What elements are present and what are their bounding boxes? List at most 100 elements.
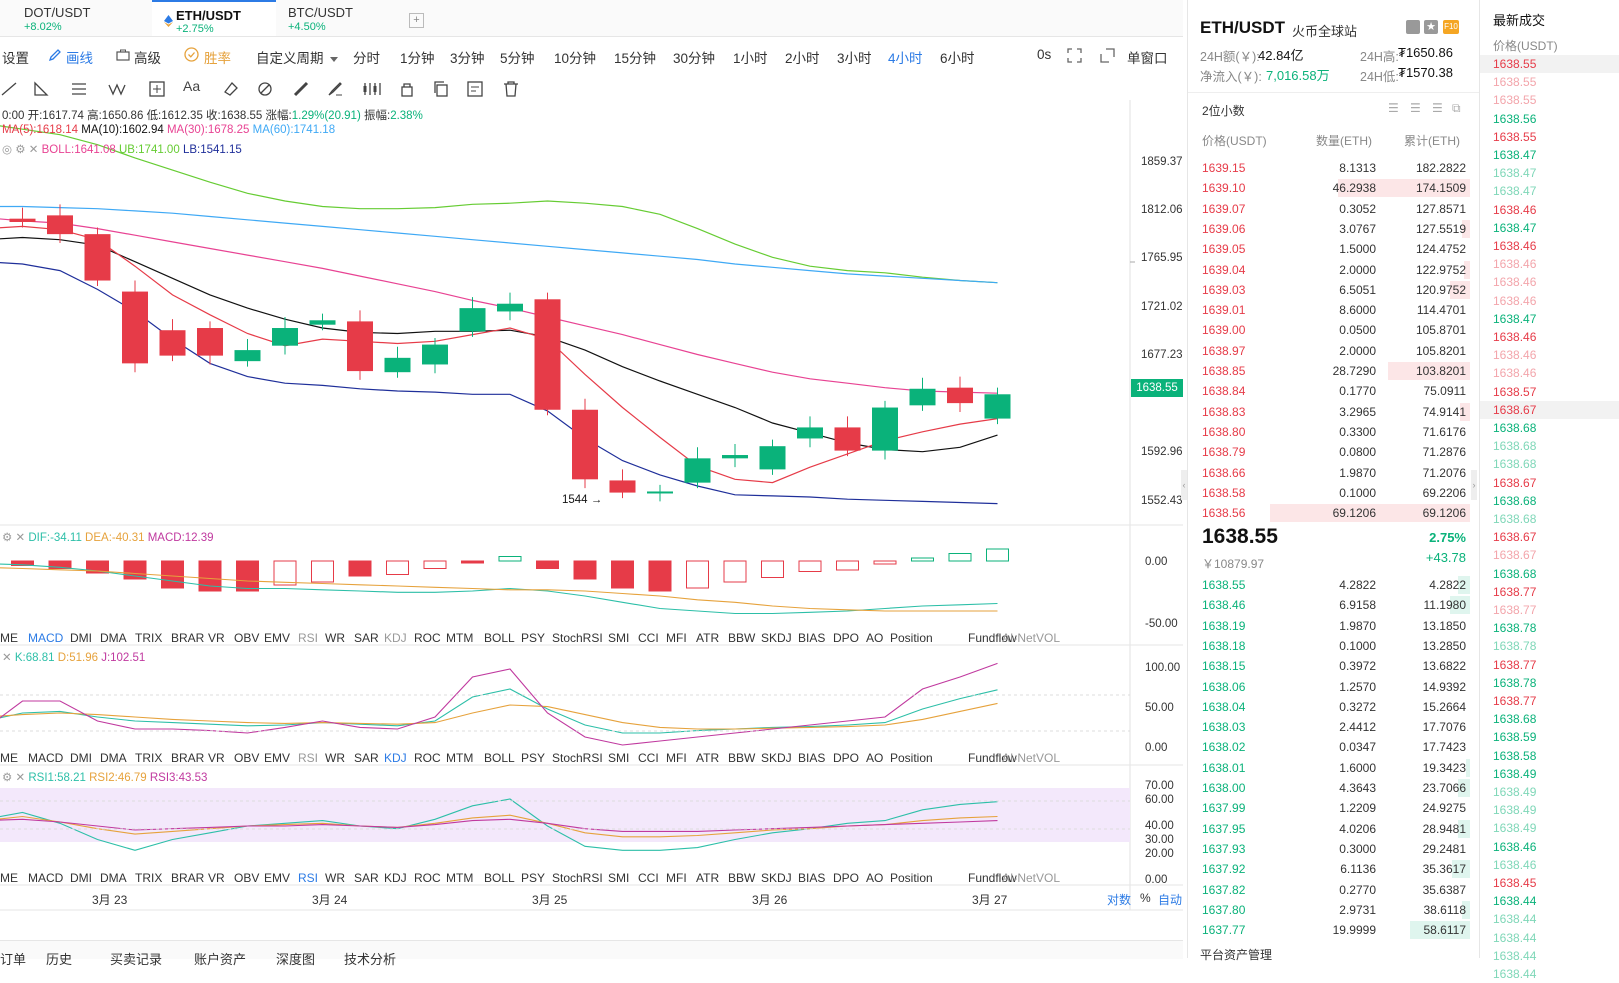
measure-box-icon[interactable] (148, 80, 166, 98)
indicator-tab[interactable]: ME (0, 631, 18, 645)
magnet-icon[interactable] (256, 80, 274, 98)
popout-icon[interactable]: ⧉ (1452, 101, 1461, 115)
indicator-tab[interactable]: EMV (264, 751, 291, 765)
indicator-tab[interactable]: ATR (696, 751, 720, 765)
ruler-icon[interactable] (292, 80, 310, 98)
indicator-tab[interactable]: SKDJ (761, 871, 792, 885)
indicator-tab[interactable]: SKDJ (761, 631, 792, 645)
indicator-tab[interactable]: SAR (354, 751, 379, 765)
ask-row[interactable]: 1638.97 2.0000 105.8201 (1188, 341, 1480, 361)
period-1h[interactable]: 1小时 (733, 51, 768, 66)
close-icon[interactable]: ✕ (2, 652, 12, 664)
indicator-tab[interactable]: DPO (833, 751, 860, 765)
trash-icon[interactable] (502, 80, 520, 98)
indicator-tab[interactable]: VR (208, 751, 225, 765)
indicator-tab[interactable]: MTM (446, 751, 474, 765)
bid-row[interactable]: 1638.00 4.3643 23.7066 (1188, 778, 1480, 798)
bottom-tab-trades[interactable]: 买卖记录 (110, 952, 163, 967)
indicator-tab[interactable]: Fundflow (968, 631, 1017, 645)
ask-row[interactable]: 1639.01 8.6000 114.4701 (1188, 300, 1480, 320)
indicator-tab[interactable]: MACD (28, 631, 64, 645)
advanced-button[interactable]: 高级 (134, 51, 161, 66)
star-icon[interactable]: ★ (1424, 20, 1438, 34)
both-sides-icon[interactable]: ☰ (1388, 101, 1399, 115)
indicator-tab[interactable]: Position (890, 631, 933, 645)
custom-period-dropdown[interactable]: 自定义周期 (256, 51, 324, 66)
indicator-tab[interactable]: MFI (666, 631, 687, 645)
single-window-button[interactable]: 单窗口 (1127, 51, 1168, 66)
bid-row[interactable]: 1638.06 1.2570 14.9392 (1188, 677, 1480, 697)
settings-button[interactable]: 设置 (2, 51, 29, 66)
indicator-tab[interactable]: MACD (28, 871, 64, 885)
indicator-tab[interactable]: Position (890, 751, 933, 765)
indicator-tab[interactable]: BOLL (484, 631, 515, 645)
indicator-tab[interactable]: WR (325, 871, 345, 885)
indicator-tab[interactable]: DMI (70, 751, 92, 765)
bid-row[interactable]: 1637.99 1.2209 24.9275 (1188, 798, 1480, 818)
indicator-tab[interactable]: MFI (666, 871, 687, 885)
eraser-icon[interactable] (222, 80, 240, 98)
indicator-tab[interactable]: BIAS (798, 871, 826, 885)
indicator-tab[interactable]: PSY (521, 871, 546, 885)
bid-row[interactable]: 1637.77 19.9999 58.6117 (1188, 920, 1480, 940)
bottom-tab-depth[interactable]: 深度图 (276, 952, 316, 967)
indicator-tab[interactable]: RSI (298, 871, 319, 885)
period-2h[interactable]: 2小时 (785, 51, 820, 66)
bid-row[interactable]: 1637.92 6.1136 35.3617 (1188, 859, 1480, 879)
ask-row[interactable]: 1639.00 0.0500 105.8701 (1188, 320, 1480, 340)
candle-style-icon[interactable] (362, 80, 381, 98)
indicator-tab[interactable]: MTM (446, 871, 474, 885)
win-rate-button[interactable]: 胜率 (204, 51, 231, 66)
ask-row[interactable]: 1639.03 6.5051 120.9752 (1188, 280, 1480, 300)
indicator-tab[interactable]: OBV (234, 751, 260, 765)
indicator-tab[interactable]: DPO (833, 631, 860, 645)
indicator-tab[interactable]: StochRSI (552, 871, 603, 885)
decimals-dropdown[interactable]: 2位小数 (1202, 104, 1245, 118)
brush-icon[interactable] (326, 80, 344, 98)
indicator-tab[interactable]: WR (325, 631, 345, 645)
copy-icon[interactable] (432, 80, 450, 98)
ask-row[interactable]: 1638.58 0.1000 69.2206 (1188, 483, 1480, 503)
bid-row[interactable]: 1638.19 1.9870 13.1850 (1188, 616, 1480, 636)
indicator-tab[interactable]: VR (208, 871, 225, 885)
bid-row[interactable]: 1637.80 2.9731 38.6118 (1188, 900, 1480, 920)
bids-only-icon[interactable]: ☰ (1410, 101, 1421, 115)
ask-row[interactable]: 1639.07 0.3052 127.8571 (1188, 199, 1480, 219)
bid-row[interactable]: 1638.01 1.6000 19.3423 (1188, 758, 1480, 778)
horizontal-lines-icon[interactable] (70, 80, 88, 98)
bid-row[interactable]: 1638.15 0.3972 13.6822 (1188, 656, 1480, 676)
indicator-tab[interactable]: MTM (446, 631, 474, 645)
period-30min[interactable]: 30分钟 (673, 51, 716, 66)
bottom-tab-analysis[interactable]: 技术分析 (344, 952, 397, 967)
indicator-tab[interactable]: AO (866, 871, 884, 885)
indicator-tab[interactable]: SAR (354, 631, 379, 645)
collapse-left-handle[interactable]: ‹ (1181, 470, 1187, 500)
indicator-tab[interactable]: AI-NetVOL (1002, 871, 1061, 885)
indicator-tab[interactable]: DMI (70, 871, 92, 885)
indicator-tab[interactable]: StochRSI (552, 631, 603, 645)
ask-row[interactable]: 1638.85 28.7290 103.8201 (1188, 361, 1480, 381)
period-3min[interactable]: 3分钟 (450, 51, 485, 66)
indicator-tab[interactable]: DMI (70, 631, 92, 645)
tab-btc-usdt[interactable]: BTC/USDT +4.50% (276, 0, 401, 36)
indicator-tab[interactable]: Fundflow (968, 871, 1017, 885)
indicator-tab[interactable]: TRIX (135, 751, 163, 765)
ask-row[interactable]: 1638.83 3.2965 74.9141 (1188, 402, 1480, 422)
indicator-tab[interactable]: DMA (100, 751, 127, 765)
indicator-tab[interactable]: KDJ (384, 751, 407, 765)
edit-note-icon[interactable] (466, 80, 484, 98)
indicator-tab[interactable]: KDJ (384, 631, 407, 645)
indicator-tab[interactable]: AO (866, 631, 884, 645)
indicator-tab[interactable]: BIAS (798, 631, 826, 645)
ask-row[interactable]: 1638.80 0.3300 71.6176 (1188, 422, 1480, 442)
settings-gear-icon[interactable]: ⚙ (2, 772, 13, 784)
period-3h[interactable]: 3小时 (837, 51, 872, 66)
indicator-tab[interactable]: KDJ (384, 871, 407, 885)
bid-row[interactable]: 1638.04 0.3272 15.2664 (1188, 697, 1480, 717)
indicator-tab[interactable]: DMA (100, 631, 127, 645)
period-5min[interactable]: 5分钟 (500, 51, 535, 66)
draw-line-button[interactable]: 画线 (66, 51, 93, 66)
close-icon[interactable]: ✕ (15, 532, 26, 544)
indicator-tab[interactable]: ROC (414, 871, 441, 885)
asset-manage-link[interactable]: 平台资产管理 (1200, 948, 1273, 962)
